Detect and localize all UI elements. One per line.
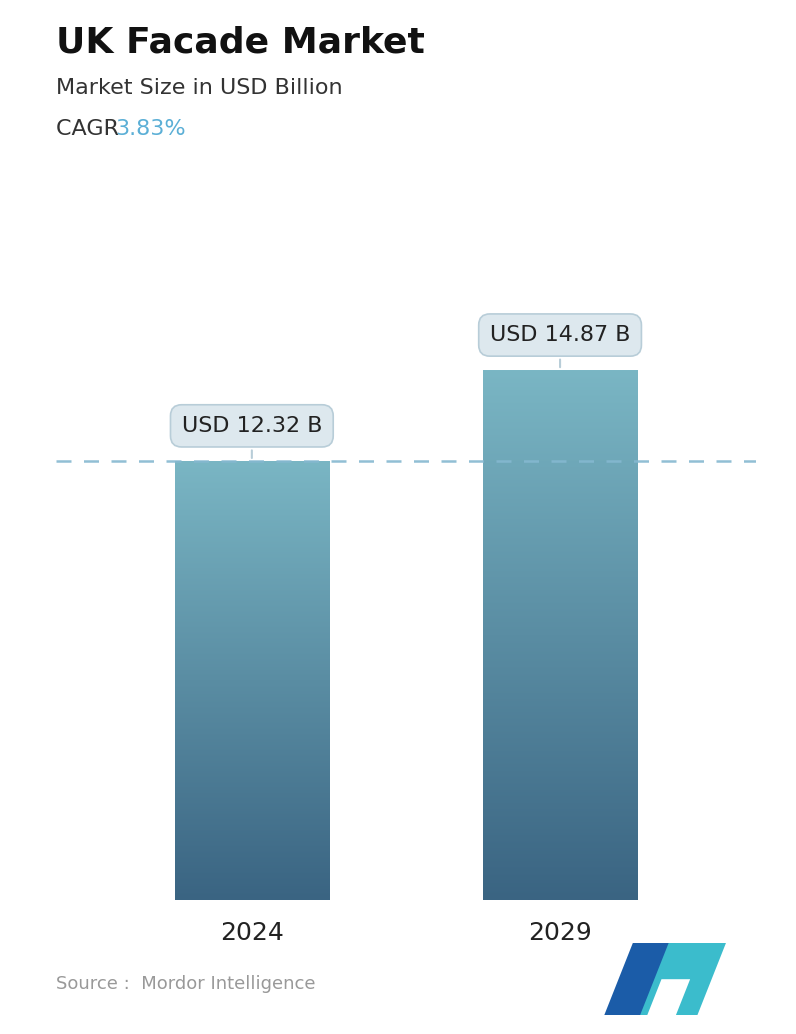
Text: USD 12.32 B: USD 12.32 B: [181, 416, 322, 458]
Text: USD 14.87 B: USD 14.87 B: [490, 325, 630, 367]
Text: 2029: 2029: [529, 921, 592, 945]
Polygon shape: [640, 943, 726, 1015]
Text: CAGR: CAGR: [56, 119, 133, 139]
Text: UK Facade Market: UK Facade Market: [56, 26, 424, 60]
Text: Market Size in USD Billion: Market Size in USD Billion: [56, 78, 342, 97]
Text: 2024: 2024: [220, 921, 284, 945]
Text: Source :  Mordor Intelligence: Source : Mordor Intelligence: [56, 975, 315, 993]
Text: 3.83%: 3.83%: [115, 119, 186, 139]
Polygon shape: [604, 943, 676, 1015]
Polygon shape: [647, 979, 690, 1015]
